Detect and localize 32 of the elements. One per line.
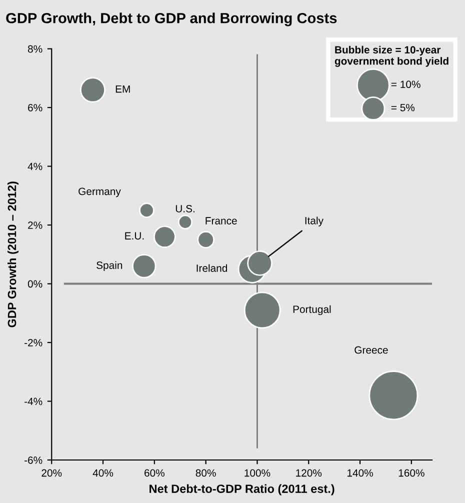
y-tick-label: 6% (28, 104, 42, 112)
text: Italy (305, 216, 324, 226)
x-tick-label: 120% (296, 469, 322, 477)
legend-label: = 10% (391, 80, 420, 88)
x-tick-label: 20% (42, 469, 62, 477)
series-label: E.U. (125, 232, 144, 240)
y-axis-title: GDP Growth (2010 – 2012) (8, 182, 19, 328)
legend-label: = 5% (391, 104, 415, 112)
chart-title: GDP Growth, Debt to GDP and Borrowing Costs (6, 12, 337, 26)
y-tick-label: 4% (28, 162, 42, 170)
series-label: France (206, 217, 237, 224)
series-label: EM (116, 85, 130, 93)
y-tick-label: 8% (28, 45, 42, 53)
x-tick-label: 160% (398, 469, 424, 477)
y-tick-label: -6% (24, 456, 42, 464)
legend-title: Bubble size = 10-year government bond yield (334, 46, 448, 67)
x-tick-label: 80% (196, 469, 216, 477)
series-label: Ireland (196, 264, 228, 272)
x-tick-label: 140% (347, 469, 373, 477)
y-tick-label: 2% (28, 222, 42, 229)
y-tick-label: -4% (24, 398, 42, 406)
series-label: U.S. (176, 205, 194, 212)
x-axis-title: Net Debt-to-GDP Ratio (2011 est.) (150, 484, 334, 496)
y-tick-label: -2% (24, 339, 42, 346)
series-label: Portugal (293, 305, 331, 316)
x-tick-label: 40% (92, 469, 114, 477)
y-tick-label: 0% (28, 280, 42, 288)
series-label: Greece (354, 346, 388, 354)
x-tick-label: 100% (244, 469, 270, 477)
text: Germany (78, 188, 121, 198)
series-label: Spain (96, 261, 122, 271)
x-tick-label: 60% (144, 469, 164, 477)
